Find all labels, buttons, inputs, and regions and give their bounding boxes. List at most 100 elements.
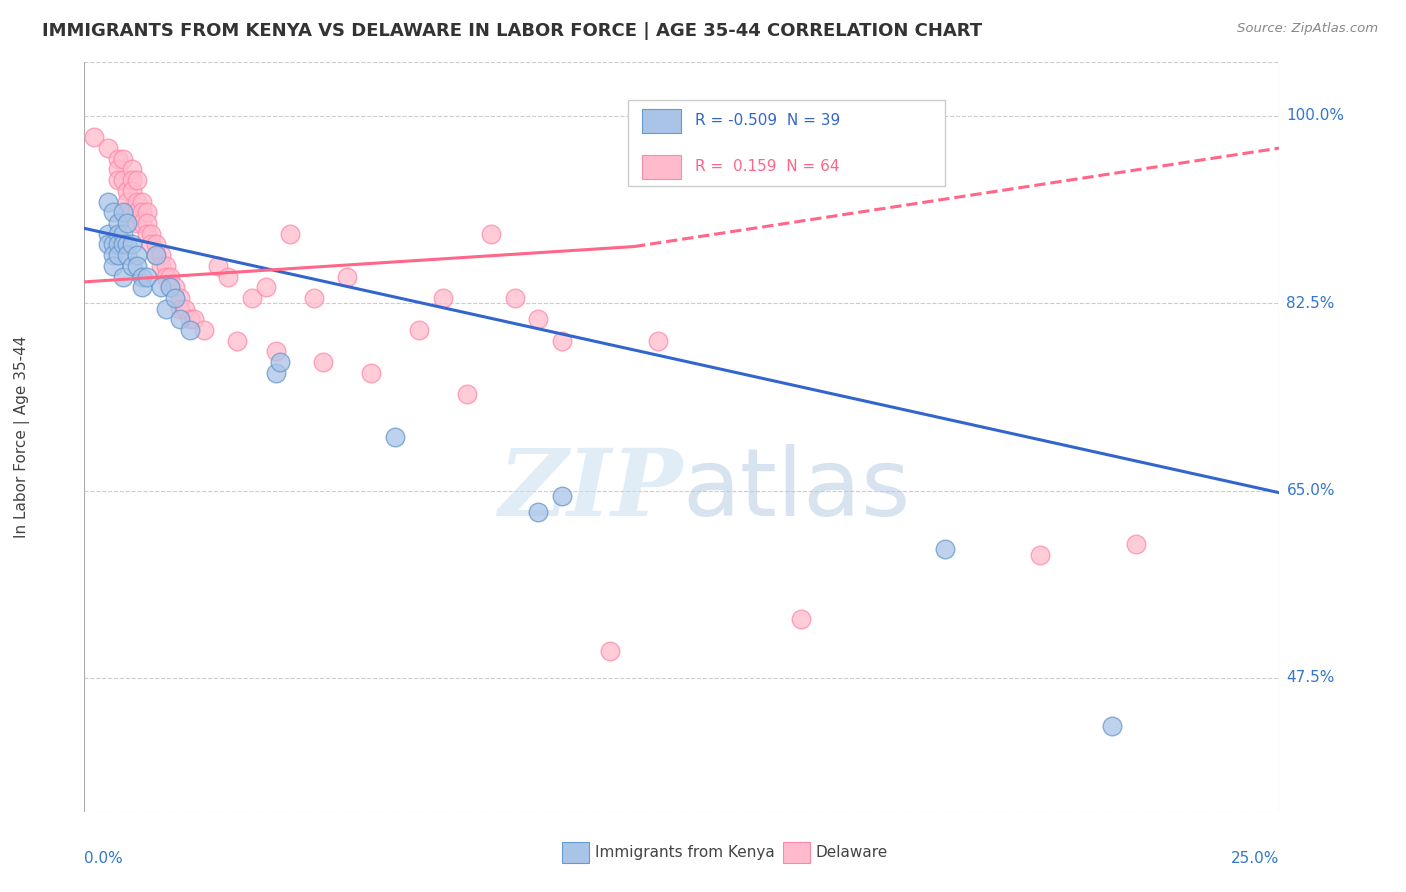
Text: Immigrants from Kenya: Immigrants from Kenya: [595, 846, 775, 861]
Point: [527, 312, 550, 326]
Point: [360, 366, 382, 380]
Point: [145, 248, 167, 262]
Point: [125, 248, 148, 262]
Point: [527, 505, 550, 519]
Bar: [783, 842, 810, 863]
Text: 25.0%: 25.0%: [1232, 851, 1279, 865]
Point: [107, 152, 129, 166]
Text: Source: ZipAtlas.com: Source: ZipAtlas.com: [1237, 22, 1378, 36]
Text: In Labor Force | Age 35-44: In Labor Force | Age 35-44: [14, 336, 30, 538]
Point: [145, 248, 167, 262]
Text: Delaware: Delaware: [815, 846, 889, 861]
Point: [503, 291, 526, 305]
Point: [121, 162, 143, 177]
Point: [1125, 537, 1147, 551]
Bar: [643, 109, 681, 133]
Point: [117, 194, 139, 209]
Point: [97, 141, 120, 155]
Point: [551, 489, 574, 503]
Point: [179, 323, 201, 337]
Point: [169, 312, 191, 326]
Point: [111, 237, 134, 252]
Point: [934, 542, 956, 557]
Point: [141, 227, 163, 241]
Point: [135, 269, 157, 284]
Point: [183, 312, 205, 326]
Point: [107, 237, 129, 252]
Point: [240, 291, 263, 305]
Point: [107, 248, 129, 262]
Point: [149, 248, 172, 262]
Bar: [643, 154, 681, 178]
Point: [159, 280, 181, 294]
Point: [1029, 548, 1052, 562]
Point: [101, 259, 124, 273]
Point: [117, 237, 139, 252]
Point: [131, 205, 153, 219]
Text: 100.0%: 100.0%: [1286, 109, 1344, 123]
Point: [131, 194, 153, 209]
Point: [111, 152, 134, 166]
Point: [179, 312, 201, 326]
Bar: [562, 842, 589, 863]
Point: [173, 301, 195, 316]
Point: [312, 355, 335, 369]
Point: [125, 194, 148, 209]
Text: R = -0.509  N = 39: R = -0.509 N = 39: [695, 113, 841, 128]
Point: [149, 259, 172, 273]
Point: [456, 387, 478, 401]
Point: [408, 323, 430, 337]
Point: [131, 280, 153, 294]
Point: [169, 291, 191, 305]
Text: 82.5%: 82.5%: [1286, 296, 1334, 310]
Text: 65.0%: 65.0%: [1286, 483, 1334, 498]
Point: [647, 334, 669, 348]
Point: [125, 173, 148, 187]
Point: [149, 280, 172, 294]
Point: [264, 344, 287, 359]
Point: [117, 184, 139, 198]
Point: [121, 184, 143, 198]
Point: [83, 130, 105, 145]
Point: [135, 227, 157, 241]
Point: [145, 237, 167, 252]
Point: [111, 205, 134, 219]
Point: [97, 227, 120, 241]
Text: 0.0%: 0.0%: [84, 851, 124, 865]
Point: [101, 205, 124, 219]
Point: [169, 301, 191, 316]
Point: [264, 366, 287, 380]
Point: [111, 227, 134, 241]
Text: atlas: atlas: [682, 443, 910, 535]
Point: [135, 205, 157, 219]
Point: [111, 173, 134, 187]
Point: [131, 216, 153, 230]
FancyBboxPatch shape: [628, 100, 945, 186]
Point: [479, 227, 502, 241]
Point: [159, 280, 181, 294]
Point: [193, 323, 215, 337]
Point: [165, 280, 187, 294]
Point: [384, 430, 406, 444]
Point: [432, 291, 454, 305]
Point: [155, 269, 177, 284]
Point: [107, 216, 129, 230]
Point: [135, 216, 157, 230]
Point: [551, 334, 574, 348]
Text: IMMIGRANTS FROM KENYA VS DELAWARE IN LABOR FORCE | AGE 35-44 CORRELATION CHART: IMMIGRANTS FROM KENYA VS DELAWARE IN LAB…: [42, 22, 983, 40]
Point: [1101, 719, 1123, 733]
Point: [336, 269, 359, 284]
Point: [97, 194, 120, 209]
Point: [121, 205, 143, 219]
Point: [121, 173, 143, 187]
Point: [107, 162, 129, 177]
Point: [302, 291, 325, 305]
Point: [117, 216, 139, 230]
Point: [790, 612, 813, 626]
Point: [207, 259, 229, 273]
Point: [101, 248, 124, 262]
Point: [165, 291, 187, 305]
Text: R =  0.159  N = 64: R = 0.159 N = 64: [695, 159, 839, 174]
Point: [217, 269, 239, 284]
Point: [117, 205, 139, 219]
